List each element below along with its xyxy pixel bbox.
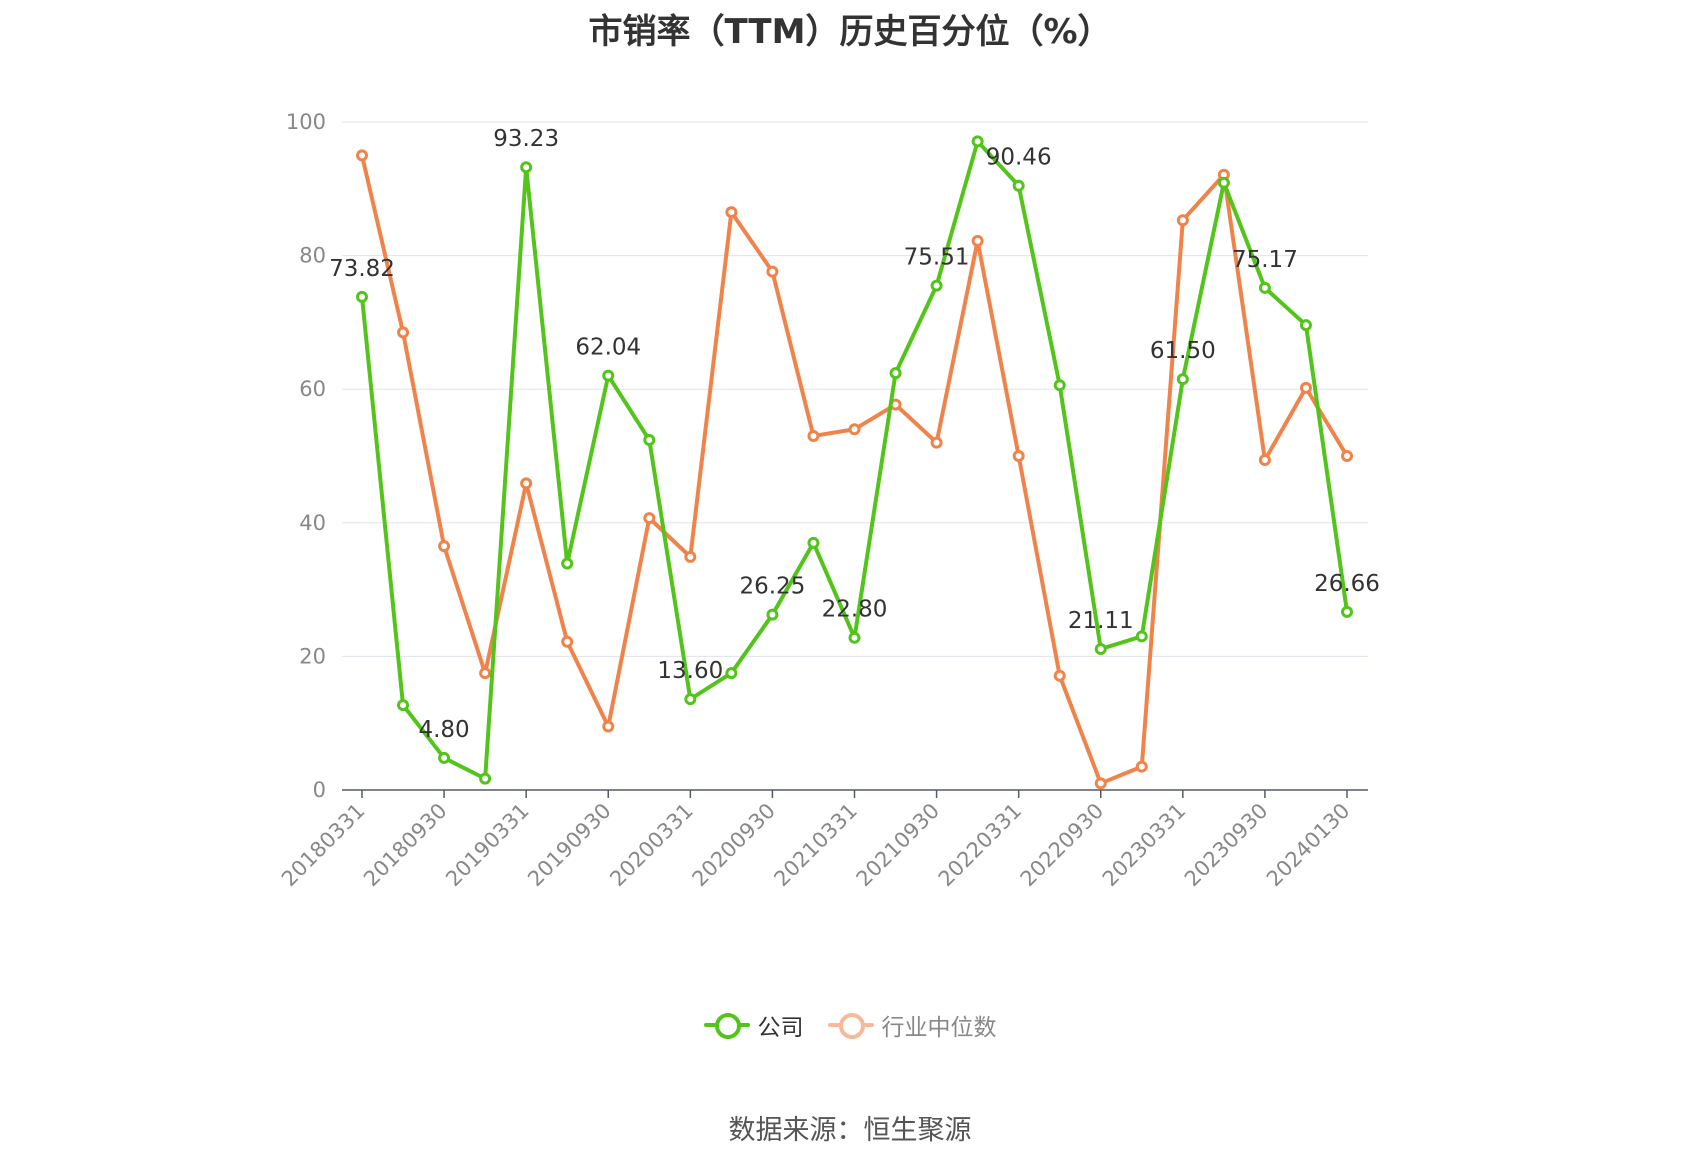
data-point-industry — [1135, 760, 1148, 773]
x-tick-label: 20180930 — [359, 799, 452, 892]
legend-label-industry: 行业中位数 — [881, 1015, 997, 1041]
legend-swatch-company — [703, 1012, 750, 1039]
data-point-company — [889, 367, 902, 380]
axis-layer: 0 20 40 60 80 100 2018033120180930201903312019… — [277, 110, 1368, 891]
data-point-company — [1341, 605, 1353, 618]
y-tick-label: 0 — [313, 778, 326, 802]
series-line-company — [360, 139, 1349, 781]
legend-item-industry[interactable]: 行业中位数 — [827, 1008, 997, 1042]
data-point-industry — [561, 635, 574, 648]
data-point-company — [1299, 319, 1312, 332]
data-point-industry — [438, 540, 451, 553]
data-source: 数据来源：恒生聚源 — [728, 1115, 972, 1146]
data-point-industry — [971, 234, 984, 247]
x-tick-label: 20180331 — [277, 799, 370, 892]
data-point-company — [1176, 373, 1189, 386]
y-tick-label: 100 — [286, 110, 326, 134]
data-label: 62.04 — [575, 335, 641, 361]
data-point-company — [684, 693, 697, 706]
data-point-industry — [725, 206, 738, 219]
legend-label-company: 公司 — [757, 1015, 804, 1041]
data-label: 21.11 — [1068, 608, 1134, 634]
data-point-company — [602, 369, 615, 382]
data-point-industry — [520, 477, 533, 490]
data-point-industry — [1176, 214, 1189, 227]
data-label: 93.23 — [493, 126, 559, 152]
data-label: 13.60 — [657, 658, 723, 684]
data-point-company — [356, 290, 368, 303]
data-point-industry — [1341, 450, 1353, 462]
data-label: 22.80 — [822, 597, 888, 623]
data-point-company — [1094, 642, 1107, 655]
y-tick-label: 20 — [299, 644, 326, 668]
data-point-company — [807, 536, 820, 549]
legend: 公司 行业中位数 — [0, 1008, 1700, 1042]
data-point-industry — [1012, 450, 1025, 462]
data-point-company — [520, 161, 533, 174]
data-point-company — [1258, 281, 1271, 294]
data-point-industry — [397, 326, 410, 339]
data-point-company — [438, 751, 451, 764]
data-point-industry — [479, 667, 492, 680]
data-point-industry — [356, 149, 368, 162]
data-point-industry — [684, 550, 697, 563]
data-point-industry — [1053, 669, 1066, 682]
data-point-industry — [602, 720, 615, 733]
data-label: 26.66 — [1314, 571, 1380, 597]
data-point-company — [1012, 179, 1025, 192]
x-tick-label: 20210331 — [769, 799, 862, 892]
y-tick-label: 40 — [299, 511, 326, 535]
data-point-company — [848, 631, 861, 644]
legend-item-company[interactable]: 公司 — [703, 1008, 804, 1042]
data-label: 75.17 — [1232, 247, 1298, 273]
data-point-industry — [930, 436, 943, 449]
data-point-company — [561, 557, 574, 570]
data-point-industry — [766, 265, 779, 278]
x-tick-label: 20200331 — [605, 799, 698, 892]
series-line-industry — [360, 154, 1349, 786]
data-point-company — [1217, 176, 1230, 189]
data-point-company — [479, 772, 492, 785]
legend-swatch-industry — [827, 1012, 874, 1039]
data-point-company — [397, 699, 410, 712]
data-label: 90.46 — [986, 145, 1052, 171]
label-layer: 73.82 4.80 93.23 62.04 13.60 26.25 22.80 75.51 9… — [329, 126, 1380, 743]
data-point-industry — [1094, 777, 1107, 790]
data-point-industry — [1258, 454, 1271, 467]
data-point-industry — [848, 423, 861, 436]
y-tick-label: 60 — [299, 377, 326, 401]
data-point-industry — [643, 512, 656, 525]
grid-layer — [342, 121, 1368, 657]
y-tick-label: 80 — [299, 244, 326, 268]
x-tick-label: 20240130 — [1262, 799, 1355, 892]
x-tick-label: 20220331 — [934, 799, 1027, 892]
x-tick-label: 20230930 — [1180, 799, 1273, 892]
data-label: 73.82 — [329, 256, 395, 282]
x-tick-label: 20190930 — [523, 799, 616, 892]
x-tick-label: 20200930 — [687, 799, 780, 892]
data-point-company — [643, 433, 656, 446]
data-label: 61.50 — [1150, 338, 1216, 364]
data-point-company — [725, 667, 738, 680]
x-tick-label: 20230331 — [1098, 799, 1191, 892]
data-point-industry — [1299, 381, 1312, 394]
data-point-company — [766, 608, 779, 621]
data-point-company — [971, 135, 984, 148]
series-layer — [356, 135, 1353, 790]
x-tick-label: 20220930 — [1016, 799, 1109, 892]
data-label: 4.80 — [418, 717, 469, 743]
data-label: 75.51 — [904, 245, 970, 271]
data-point-industry — [807, 429, 820, 442]
data-point-company — [930, 279, 943, 292]
x-tick-label: 20190331 — [441, 799, 534, 892]
chart-title: 市销率（TTM）历史百分位（%） — [588, 12, 1112, 52]
x-tick-label: 20210930 — [852, 799, 945, 892]
data-point-company — [1053, 379, 1066, 392]
data-point-company — [1135, 630, 1148, 643]
data-label: 26.25 — [739, 574, 805, 600]
